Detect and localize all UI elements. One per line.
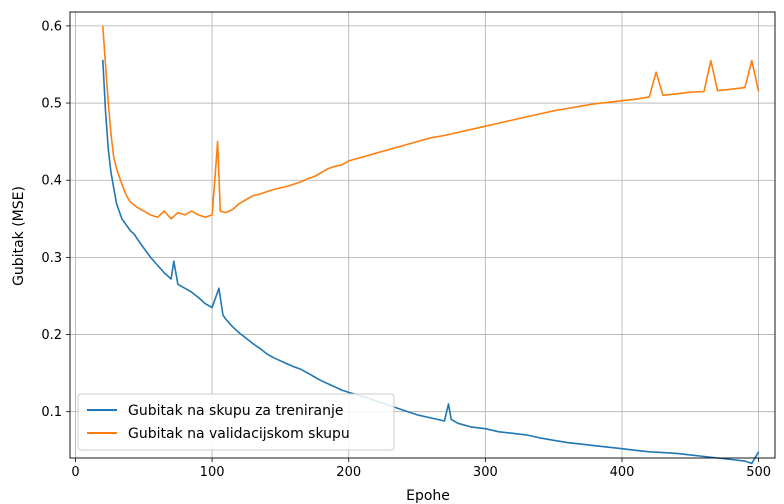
plot-area [70, 12, 775, 458]
y-tick-label: 0.1 [41, 405, 62, 420]
legend-label-train: Gubitak na skupu za treniranje [128, 403, 343, 419]
legend-label-validation: Gubitak na validacijskom skupu [128, 426, 350, 442]
x-tick-label: 400 [610, 465, 635, 480]
train-loss-line [102, 59, 760, 465]
y-tick-label: 0.4 [41, 174, 62, 189]
x-tick-label: 100 [200, 465, 225, 480]
legend: Gubitak na skupu za treniranje Gubitak n… [77, 393, 395, 451]
series-lines [102, 25, 760, 465]
x-tick-label: 500 [746, 465, 771, 480]
y-tick-label: 0.6 [41, 19, 62, 34]
validation-loss-line [102, 25, 760, 220]
y-tick-label: 0.5 [41, 97, 62, 112]
y-axis-label: Gubitak (MSE) [11, 186, 27, 286]
x-axis-label: Epohe [406, 488, 450, 504]
x-tick-label: 200 [336, 465, 361, 480]
legend-box [77, 393, 395, 451]
x-axis-ticks: 0 100 200 300 400 500 [71, 458, 771, 480]
y-tick-label: 0.3 [41, 251, 62, 266]
x-tick-label: 300 [473, 465, 498, 480]
y-tick-label: 0.2 [41, 328, 62, 343]
x-tick-label: 0 [71, 465, 79, 480]
y-axis-ticks: 0.1 0.2 0.3 0.4 0.5 0.6 [41, 19, 70, 420]
plot-frame [69, 11, 776, 459]
